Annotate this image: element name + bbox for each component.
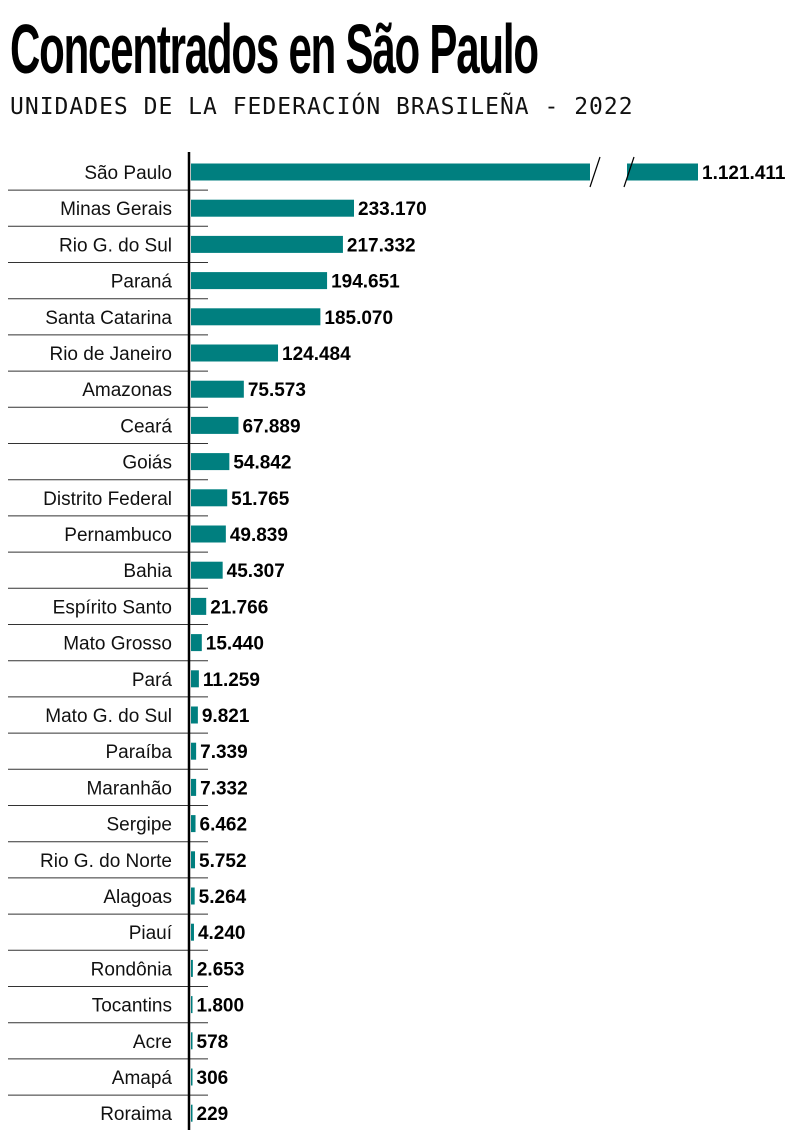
data-label: 194.651	[331, 272, 400, 293]
data-label: 2.653	[197, 959, 245, 980]
chart-subtitle: UNIDADES DE LA FEDERACIÓN BRASILEÑA - 20…	[10, 94, 634, 120]
bar	[191, 597, 207, 615]
data-label: 9.821	[202, 706, 250, 727]
data-label: 1.800	[197, 996, 245, 1017]
data-label: 7.332	[200, 778, 248, 799]
bar	[191, 706, 198, 724]
category-label: Pará	[132, 670, 173, 691]
data-label: 5.752	[199, 851, 247, 872]
category-label: São Paulo	[84, 163, 172, 184]
category-label: Paraíba	[105, 742, 172, 763]
bar	[191, 851, 196, 869]
bar	[191, 453, 230, 471]
bar	[191, 742, 197, 760]
data-label: 7.339	[200, 742, 248, 763]
data-label: 15.440	[206, 634, 264, 655]
category-label: Ceará	[120, 416, 172, 437]
category-label: Rio de Janeiro	[49, 344, 172, 365]
category-label: Rondônia	[91, 959, 173, 980]
data-label: 229	[197, 1104, 229, 1125]
category-label: Acre	[133, 1032, 172, 1053]
data-label: 11.259	[203, 670, 260, 691]
category-label: Alagoas	[103, 887, 172, 908]
data-label: 54.842	[233, 453, 291, 474]
category-label: Distrito Federal	[43, 489, 172, 510]
data-label: 233.170	[358, 199, 427, 220]
category-label: Minas Gerais	[60, 199, 172, 220]
bar	[191, 199, 354, 217]
chart-title: Concentrados en São Paulo	[10, 10, 539, 88]
data-label: 306	[197, 1068, 229, 1089]
data-label: 578	[197, 1032, 229, 1053]
data-label: 6.462	[200, 815, 248, 836]
bar	[191, 959, 193, 977]
category-label: Goiás	[122, 453, 172, 474]
axis-break-mark	[623, 156, 635, 188]
bar-segment	[191, 163, 590, 181]
category-label: Espírito Santo	[53, 597, 172, 618]
data-label: 4.240	[198, 923, 246, 944]
category-label: Paraná	[111, 272, 173, 293]
bar	[191, 272, 328, 290]
category-label: Tocantins	[92, 996, 172, 1017]
bar	[191, 923, 194, 941]
category-label: Mato G. do Sul	[45, 706, 172, 727]
data-label: 67.889	[242, 416, 300, 437]
data-label: 21.766	[210, 597, 268, 618]
category-label: Rio G. do Norte	[40, 851, 172, 872]
bar	[191, 670, 199, 688]
bar	[191, 778, 197, 796]
bar	[627, 163, 698, 181]
bar	[191, 525, 226, 543]
category-label: Amazonas	[82, 380, 172, 401]
bar	[191, 815, 196, 833]
data-label: 1.121.411	[702, 163, 786, 184]
bar	[191, 1068, 193, 1086]
bar	[191, 489, 228, 507]
bar	[191, 996, 193, 1014]
data-label: 217.332	[347, 235, 416, 256]
bar	[191, 887, 195, 905]
category-label: Mato Grosso	[63, 634, 172, 655]
data-label: 51.765	[231, 489, 290, 510]
bar	[191, 344, 279, 362]
data-label: 75.573	[248, 380, 306, 401]
category-label: Rio G. do Sul	[59, 235, 172, 256]
category-label: Sergipe	[107, 815, 173, 836]
category-label: Santa Catarina	[45, 308, 172, 329]
axis-break-mark	[589, 156, 601, 188]
bar	[191, 561, 223, 579]
data-label: 124.484	[282, 344, 351, 365]
data-label: 5.264	[199, 887, 247, 908]
category-label: Amapá	[112, 1068, 173, 1089]
bar	[191, 1032, 193, 1050]
category-label: Bahia	[123, 561, 172, 582]
bar	[191, 416, 239, 434]
category-label: Roraima	[100, 1104, 172, 1125]
data-label: 49.839	[230, 525, 288, 546]
bar	[191, 235, 343, 253]
data-label: 45.307	[227, 561, 285, 582]
bar	[191, 1104, 193, 1122]
category-label: Maranhão	[86, 778, 172, 799]
bar	[191, 308, 321, 326]
data-label: 185.070	[324, 308, 393, 329]
category-label: Piauí	[129, 923, 173, 944]
bar	[191, 634, 202, 652]
bar	[191, 380, 244, 398]
category-label: Pernambuco	[64, 525, 172, 546]
